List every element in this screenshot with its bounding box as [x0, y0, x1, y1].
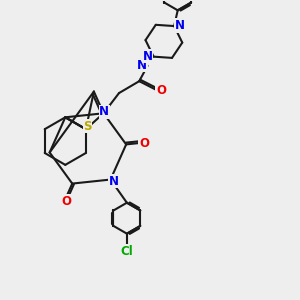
- Text: O: O: [156, 85, 166, 98]
- Text: N: N: [175, 19, 184, 32]
- Text: O: O: [61, 195, 72, 208]
- Text: N: N: [99, 105, 109, 118]
- Text: N: N: [109, 175, 118, 188]
- Text: N: N: [143, 50, 153, 63]
- Text: O: O: [139, 136, 149, 150]
- Text: Cl: Cl: [121, 245, 133, 258]
- Text: N: N: [137, 58, 147, 72]
- Text: S: S: [83, 120, 92, 133]
